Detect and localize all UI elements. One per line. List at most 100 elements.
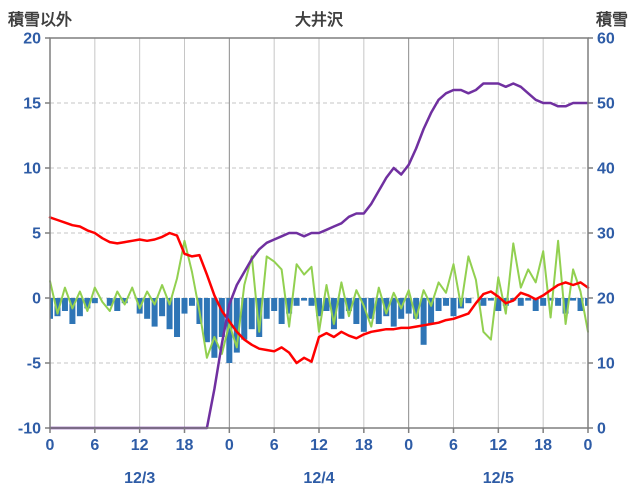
bar-blue-bars: [241, 298, 248, 340]
bar-blue-bars: [256, 298, 263, 337]
bar-blue-bars: [465, 298, 472, 304]
red-line: [48, 216, 590, 365]
left-tick-label: -5: [27, 356, 41, 373]
hour-tick-label: 12: [310, 437, 328, 454]
bar-blue-bars: [301, 298, 308, 301]
bar-blue-bars: [330, 298, 337, 330]
green-line: [49, 239, 589, 359]
bar-blue-bars: [480, 298, 487, 306]
left-axis-title: 積雪以外: [8, 12, 73, 29]
hour-tick-label: 6: [90, 437, 99, 454]
bar-blue-bars: [570, 298, 577, 301]
right-tick-label: 10: [597, 356, 615, 373]
right-tick-label: 50: [597, 96, 615, 113]
bar-blue-bars: [50, 298, 53, 319]
bar-blue-bars: [577, 298, 584, 311]
bar-blue-bars: [144, 298, 151, 319]
bar-blue-bars: [443, 298, 450, 306]
hour-tick-label: 18: [176, 437, 194, 454]
hour-tick-label: 0: [46, 437, 55, 454]
bar-blue-bars: [428, 298, 435, 324]
bar-blue-bars: [181, 298, 188, 314]
bar-blue-bars: [248, 298, 255, 330]
right-tick-label: 40: [597, 161, 615, 178]
right-tick-label: 20: [597, 291, 615, 308]
bar-blue-bars: [293, 298, 300, 306]
bar-blue-bars: [69, 298, 76, 324]
bar-blue-bars: [435, 298, 442, 311]
bar-blue-bars: [555, 298, 562, 306]
hour-tick-label: 0: [584, 437, 593, 454]
bar-blue-bars: [263, 298, 270, 319]
right-tick-label: 30: [597, 226, 615, 243]
bar-blue-bars: [166, 298, 173, 330]
left-tick-label: 20: [23, 31, 41, 48]
bar-blue-bars: [233, 298, 240, 353]
right-axis-title: 積雪: [595, 12, 628, 29]
bar-blue-bars: [159, 298, 166, 317]
date-label: 12/3: [124, 470, 155, 487]
bar-blue-bars: [271, 298, 278, 311]
bar-blue-bars: [390, 298, 397, 327]
bar-blue-bars: [84, 298, 91, 309]
hour-tick-label: 12: [131, 437, 149, 454]
chart-title: 大井沢: [294, 12, 343, 29]
bar-blue-bars: [151, 298, 158, 327]
bar-blue-bars: [420, 298, 427, 345]
bar-blue-bars: [91, 298, 98, 304]
bar-blue-bars: [211, 298, 218, 358]
bar-blue-bars: [76, 298, 83, 317]
left-tick-label: 15: [23, 96, 41, 113]
left-tick-label: 5: [32, 226, 41, 243]
date-label: 12/4: [303, 470, 334, 487]
hour-tick-label: 0: [404, 437, 413, 454]
hour-tick-label: 6: [449, 437, 458, 454]
bar-blue-bars: [450, 298, 457, 317]
bar-blue-bars: [517, 298, 524, 306]
left-tick-label: -10: [18, 421, 41, 438]
bar-blue-bars: [495, 298, 502, 311]
right-tick-label: 60: [597, 31, 615, 48]
hour-tick-label: 18: [355, 437, 373, 454]
bar-blue-bars: [316, 298, 322, 317]
bar-blue-bars: [286, 298, 293, 314]
left-tick-label: 10: [23, 161, 41, 178]
bar-blue-bars: [54, 298, 61, 317]
bar-blue-bars: [360, 298, 367, 332]
bar-blue-bars: [585, 298, 588, 306]
bar-blue-bars: [338, 298, 345, 319]
bar-blue-bars: [226, 298, 233, 363]
hour-tick-label: 0: [225, 437, 234, 454]
hour-tick-label: 6: [270, 437, 279, 454]
bar-blue-bars: [106, 298, 113, 306]
bar-blue-bars: [345, 298, 352, 311]
hour-tick-label: 12: [489, 437, 507, 454]
bar-blue-bars: [405, 298, 412, 314]
bar-blue-bars: [218, 298, 225, 337]
bar-blue-bars: [121, 298, 128, 304]
bar-blue-bars: [532, 298, 539, 311]
left-tick-label: 0: [32, 291, 41, 308]
bar-blue-bars: [525, 298, 532, 301]
bar-blue-bars: [323, 298, 330, 311]
bar-blue-bars: [375, 298, 382, 324]
bar-blue-bars: [547, 298, 554, 301]
right-tick-label: 0: [597, 421, 606, 438]
bar-blue-bars: [61, 298, 68, 311]
bar-blue-bars: [203, 298, 210, 343]
hour-tick-label: 18: [534, 437, 552, 454]
bar-blue-bars: [562, 298, 569, 314]
bar-blue-bars: [278, 298, 285, 324]
bar-blue-bars: [174, 298, 181, 337]
date-label: 12/5: [483, 470, 514, 487]
bar-blue-bars: [413, 298, 420, 319]
bar-blue-bars: [487, 298, 494, 301]
bar-blue-bars: [353, 298, 360, 324]
bar-blue-bars: [188, 298, 195, 306]
bar-blue-bars: [308, 298, 315, 306]
bar-blue-bars: [114, 298, 121, 311]
bar-blue-bars: [368, 298, 375, 319]
bar-blue-bars: [540, 298, 547, 306]
